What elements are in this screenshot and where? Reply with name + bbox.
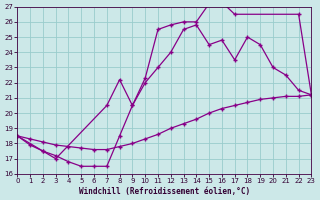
X-axis label: Windchill (Refroidissement éolien,°C): Windchill (Refroidissement éolien,°C) (79, 187, 250, 196)
